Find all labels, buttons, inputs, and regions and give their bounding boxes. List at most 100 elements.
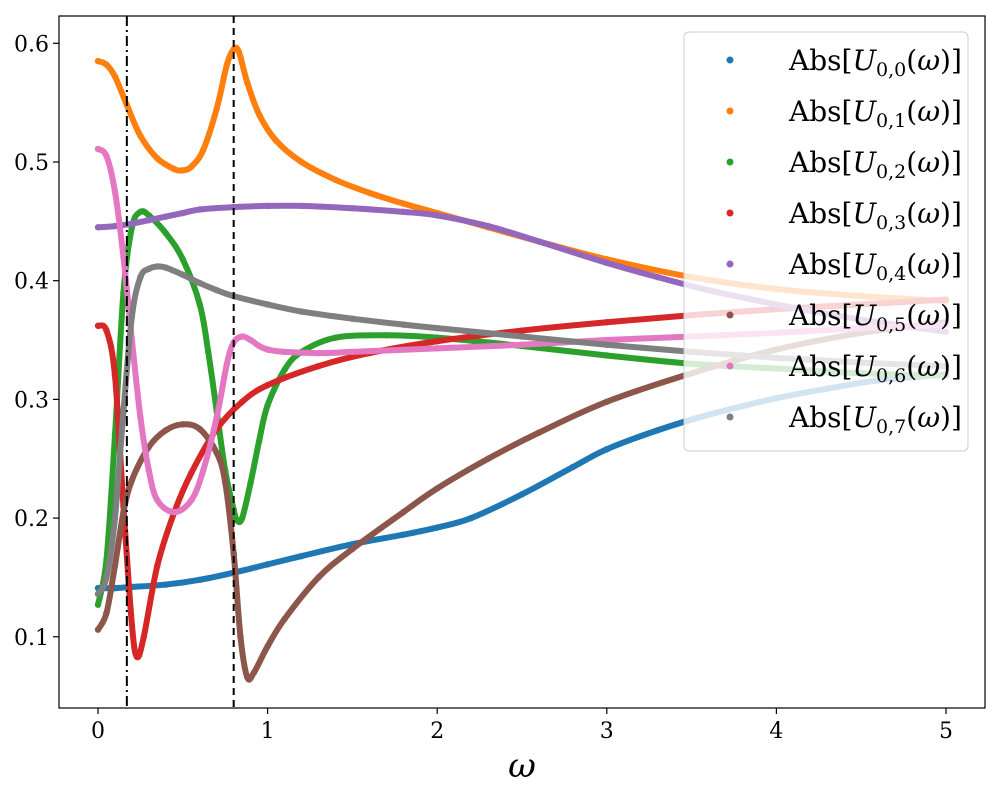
legend-label: Abs[U0,1(ω)] xyxy=(788,95,962,132)
data-point xyxy=(400,531,407,538)
legend: Abs[U0,0(ω)] Abs[U0,1(ω)] Abs[U0,2(ω)] Abs[… xyxy=(683,31,969,452)
legend-entry: Abs[U0,2(ω)] xyxy=(726,146,962,183)
data-point xyxy=(179,256,187,263)
x-tick-label: 1 xyxy=(261,719,275,744)
data-point xyxy=(179,167,187,174)
data-point xyxy=(196,425,203,433)
data-point xyxy=(94,590,102,598)
data-point xyxy=(434,524,441,531)
data-point xyxy=(603,259,610,267)
data-point xyxy=(230,46,237,53)
x-tick-label: 0 xyxy=(91,719,105,744)
data-point xyxy=(315,574,322,581)
y-tick-label: 0.1 xyxy=(14,626,49,651)
legend-marker xyxy=(726,311,734,319)
data-point xyxy=(237,633,244,640)
data-point xyxy=(603,341,610,348)
data-point xyxy=(103,61,110,68)
data-point xyxy=(188,469,195,477)
data-point xyxy=(196,576,203,584)
x-tick-label: 2 xyxy=(430,719,444,744)
data-point xyxy=(264,202,271,210)
legend-marker xyxy=(726,107,734,115)
data-point xyxy=(188,163,195,170)
data-point xyxy=(199,146,207,154)
data-point xyxy=(238,333,246,340)
data-point xyxy=(196,206,203,213)
data-point xyxy=(400,208,407,216)
data-point xyxy=(103,609,110,617)
data-point xyxy=(94,601,102,608)
legend-marker xyxy=(726,56,734,64)
data-point xyxy=(196,279,203,287)
data-point xyxy=(298,158,305,166)
data-point xyxy=(272,137,280,144)
data-point xyxy=(569,463,577,471)
data-point xyxy=(111,372,119,379)
data-point xyxy=(383,332,390,339)
data-point xyxy=(298,308,305,315)
data-point xyxy=(179,271,187,278)
data-point xyxy=(137,413,144,421)
data-point xyxy=(349,205,356,212)
data-point xyxy=(162,213,170,220)
y-tick-label: 0.3 xyxy=(14,388,49,413)
data-point xyxy=(213,105,220,112)
data-point xyxy=(128,313,136,320)
data-point xyxy=(315,362,322,370)
data-point xyxy=(518,341,526,348)
data-point xyxy=(154,497,161,504)
data-point xyxy=(120,508,127,516)
series-0-2-curve xyxy=(95,208,949,608)
data-point xyxy=(603,446,610,453)
data-point xyxy=(94,322,102,329)
axis-ticks: 0 1 2 3 4 5 0.1 0.2 0.3 0.4 0.5 0.6 xyxy=(14,32,953,744)
data-point xyxy=(162,230,170,237)
x-tick-label: 3 xyxy=(600,719,614,744)
legend-label: Abs[U0,2(ω)] xyxy=(788,146,962,183)
data-point xyxy=(154,155,161,162)
data-point xyxy=(238,398,246,405)
data-point xyxy=(264,402,271,409)
data-point xyxy=(366,189,373,197)
data-point xyxy=(171,165,178,173)
data-point xyxy=(467,514,475,522)
legend-label: Abs[U0,4(ω)] xyxy=(788,248,962,285)
data-point xyxy=(244,79,251,86)
legend-entry: Abs[U0,0(ω)] xyxy=(726,44,962,81)
data-point xyxy=(179,421,187,428)
data-point xyxy=(349,348,356,356)
data-point xyxy=(484,455,492,462)
data-point xyxy=(434,338,441,345)
data-point xyxy=(315,349,322,357)
x-tick-label: 4 xyxy=(769,719,783,744)
data-point xyxy=(332,176,339,184)
data-point xyxy=(264,301,271,308)
y-tick-label: 0.2 xyxy=(14,507,49,532)
data-point xyxy=(238,514,246,522)
data-point xyxy=(264,346,271,353)
legend-entry: Abs[U0,7(ω)] xyxy=(726,401,962,438)
data-point xyxy=(349,315,356,322)
data-point xyxy=(103,327,110,334)
data-point xyxy=(264,381,271,389)
legend-label: Abs[U0,7(ω)] xyxy=(788,401,962,438)
data-point xyxy=(518,333,526,340)
legend-entry: Abs[U0,5(ω)] xyxy=(726,299,962,336)
legend-label: Abs[U0,3(ω)] xyxy=(788,197,962,234)
data-point xyxy=(298,552,305,560)
data-point xyxy=(603,319,610,326)
data-point xyxy=(247,479,254,486)
data-point xyxy=(128,621,136,629)
data-point xyxy=(603,398,610,405)
data-point xyxy=(199,467,207,474)
legend-entry: Abs[U0,3(ω)] xyxy=(726,197,962,234)
data-point xyxy=(518,491,526,498)
data-point xyxy=(230,203,237,211)
data-point xyxy=(154,562,161,569)
data-point xyxy=(434,324,441,332)
legend-entry: Abs[U0,1(ω)] xyxy=(726,95,962,132)
data-point xyxy=(162,581,170,588)
data-point xyxy=(434,485,441,492)
